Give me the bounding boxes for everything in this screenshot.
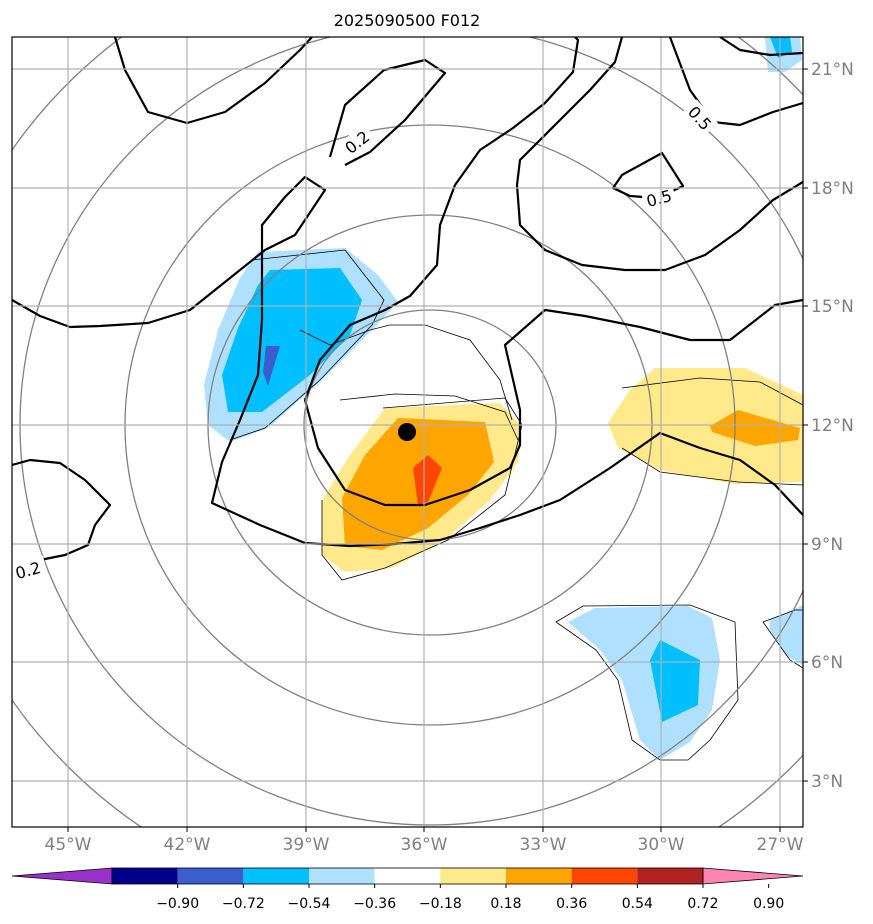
lat-label: 12°N [811,416,854,436]
colorbar-bin [309,868,375,884]
latitude-labels: 21°N 18°N 15°N 12°N 9°N 6°N 3°N [803,60,854,792]
lon-label: 39°W [283,835,330,855]
colorbar-tick-label: 0.36 [556,896,587,912]
storm-center-marker [398,423,416,441]
lat-label: 18°N [811,179,854,199]
lon-label: 45°W [45,835,92,855]
colorbar-outline [111,867,704,885]
map-title: 2025090500 F012 [334,11,481,30]
negative-anomaly-se-light [568,606,720,760]
colorbar-tick-label: −0.72 [222,896,265,912]
colorbar-bin [112,868,178,884]
lat-label: 6°N [811,653,843,673]
lon-label: 33°W [520,835,567,855]
colorbar-extend-low [11,867,113,885]
colorbar-tick-label: −0.54 [288,896,331,912]
colorbar-tick-label: 0.72 [687,896,718,912]
lon-label: 42°W [164,835,211,855]
negative-anomaly-strong [263,346,280,386]
colorbar-tick-label: 0.54 [622,896,653,912]
colorbar-tick-label: −0.18 [419,896,462,912]
lon-label: 27°W [757,835,804,855]
map-frame [11,36,804,828]
negative-anomaly-ne-medium [770,37,792,58]
colorbar-bin [637,868,703,884]
colorbar-bin [374,868,441,884]
colorbar: −0.90 −0.72 −0.54 −0.36 −0.18 0.18 0.36 0.54 0.7… [11,867,804,912]
colorbar-tick-label: 0.90 [753,896,784,912]
lon-label: 36°W [401,835,448,855]
longitude-labels: 45°W 42°W 39°W 36°W 33°W 30°W 27°W [45,827,804,855]
colorbar-bin [506,868,572,884]
lat-label: 3°N [811,772,843,792]
positive-anomaly-east-light [608,368,803,484]
colorbar-bin [243,868,309,884]
colorbar-tick-label: −0.90 [156,896,199,912]
lat-label: 9°N [811,535,843,555]
bold-contour-set [12,37,803,575]
colorbar-bin [571,868,638,884]
colorbar-bin [177,868,244,884]
positive-anomaly-strong [413,455,442,505]
colorbar-tick-label: 0.18 [490,896,521,912]
lat-label: 21°N [811,60,854,80]
lon-label: 30°W [638,835,685,855]
thin-contour-set [229,249,803,761]
colorbar-extend-high [702,867,804,885]
lat-label: 15°N [811,297,854,317]
negative-anomaly-e-light [770,605,803,665]
colorbar-bin [440,868,506,884]
positive-anomaly-east-medium [710,410,800,446]
contour-labels: 0.2 0.5 0.5 0.2 [12,99,719,584]
negative-anomaly-se-medium [650,640,700,722]
colorbar-tick-label: −0.36 [353,896,396,912]
